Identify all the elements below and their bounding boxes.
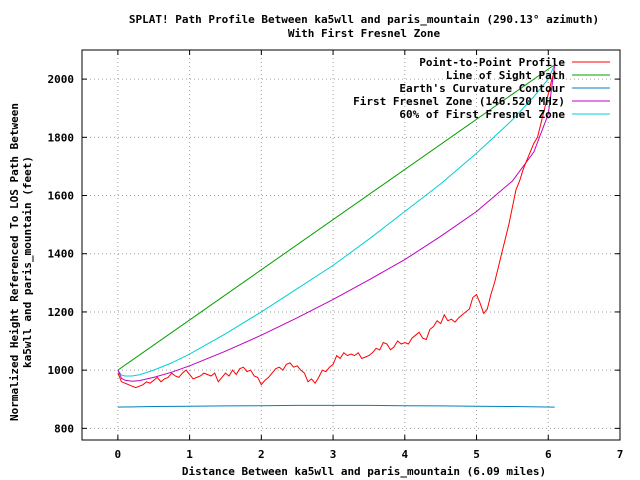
y-tick-label: 1000 [48,364,75,377]
y-tick-label: 1200 [48,306,75,319]
y-tick-label: 1800 [48,131,75,144]
legend-item-line-of-sight-path: Line of Sight Path [446,69,610,82]
x-tick-label: 3 [330,448,337,461]
series-line-line-of-sight-path [117,64,555,371]
y-tick-label: 1600 [48,190,75,203]
x-tick-label: 2 [258,448,265,461]
x-tick-label: 0 [115,448,122,461]
x-axis-label: Distance Between ka5wll and paris_mounta… [182,465,546,478]
x-tick-label: 7 [617,448,624,461]
chart-title: SPLAT! Path Profile Between ka5wll and p… [129,13,599,26]
x-tick-label: 1 [186,448,193,461]
y-axis-label-line-1: Normalized Height Referenced To LOS Path… [8,103,21,421]
legend-item-earth-s-curvature-contour: Earth's Curvature Contour [399,82,610,95]
x-tick-label: 5 [473,448,480,461]
legend-item-point-to-point-profile: Point-to-Point Profile [419,56,610,69]
y-tick-label: 2000 [48,73,75,86]
chart-subtitle: With First Fresnel Zone [288,27,441,40]
series-line-point-to-point-profile [117,70,556,389]
y-tick-label: 1400 [48,248,75,261]
legend-item-first-fresnel-zone-146-520-mhz: First Fresnel Zone (146.520 MHz) [353,95,610,108]
y-tick-label: 800 [54,422,74,435]
legend-label: Line of Sight Path [446,69,565,82]
series-line-earth-s-curvature-contour [117,404,555,408]
legend-label: 60% of First Fresnel Zone [399,108,565,121]
plot-frame [81,49,621,441]
legend-item-60-of-first-fresnel-zone: 60% of First Fresnel Zone [399,108,610,121]
series-line-60-of-first-fresnel-zone [117,64,556,377]
x-tick-label: 6 [545,448,552,461]
y-axis-label-line-2: ka5wll and paris_mountain (feet) [21,156,34,368]
series-layer [117,64,556,408]
legend-label: First Fresnel Zone (146.520 MHz) [353,95,565,108]
legend-label: Earth's Curvature Contour [399,82,565,95]
series-line-first-fresnel-zone-146-520-mhz [117,64,556,382]
x-tick-label: 4 [401,448,408,461]
axis-ticks: 0 1 2 3 4 5 6 7 800 1000 1200 1400 1600 1800 2000 [48,50,624,461]
legend-label: Point-to-Point Profile [419,56,565,69]
